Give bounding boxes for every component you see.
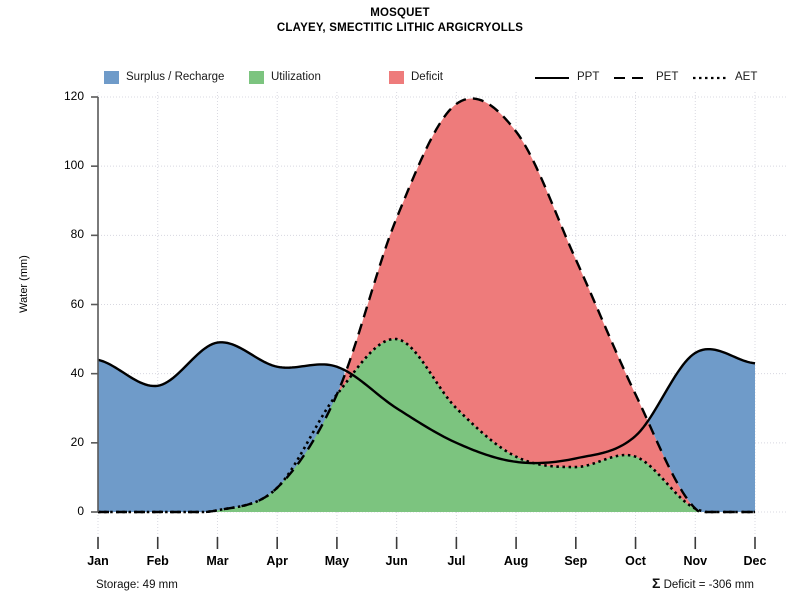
pet-dashed-line-icon <box>613 71 649 84</box>
x-tick-label-dec: Dec <box>743 554 767 568</box>
storage-annotation: Storage: 49 mm <box>96 579 178 591</box>
y-tick-label: 100 <box>63 158 84 173</box>
y-tick-label: 120 <box>63 89 84 103</box>
y-tick-label: 20 <box>70 434 84 449</box>
chart-title: MOSQUET CLAYEY, SMECTITIC LITHIC ARGICRY… <box>0 6 800 36</box>
chart-legend: Surplus / Recharge Utilization Deficit P… <box>0 68 800 88</box>
legend-item-utilization: Utilization <box>249 68 321 86</box>
legend-label-ppt: PPT <box>577 71 600 83</box>
deficit-band <box>339 98 693 508</box>
legend-label-utilization: Utilization <box>271 71 321 83</box>
legend-label-pet: PET <box>656 71 679 83</box>
x-tick-label-jan: Jan <box>87 554 109 568</box>
utilization-color-swatch <box>249 70 264 84</box>
x-tick-label-oct: Oct <box>625 554 646 568</box>
aet-curve <box>98 337 756 514</box>
y-tick-label: 80 <box>70 227 84 242</box>
sigma-icon: Σ <box>651 575 661 591</box>
surplus-color-swatch <box>104 70 119 84</box>
surplus-band <box>98 342 755 512</box>
x-tick-label-feb: Feb <box>146 554 169 568</box>
deficit-color-swatch <box>389 70 404 84</box>
legend-item-surplus: Surplus / Recharge <box>104 68 224 86</box>
utilization-band <box>98 338 755 512</box>
x-tick-label-jul: Jul <box>447 554 466 568</box>
x-tick-label-mar: Mar <box>206 554 229 568</box>
legend-label-deficit: Deficit <box>411 71 443 83</box>
y-tick-label: 60 <box>70 296 84 311</box>
legend-item-pet: PET <box>613 68 678 86</box>
pet-curve <box>98 97 755 514</box>
page-title: MOSQUET <box>370 7 430 19</box>
x-tick-label-sep: Sep <box>564 554 588 568</box>
y-tick-label: 0 <box>77 504 84 518</box>
legend-label-aet: AET <box>735 71 758 83</box>
x-tick-label-aug: Aug <box>503 554 529 568</box>
legend-item-ppt: PPT <box>534 68 599 86</box>
x-tick-label-may: May <box>324 554 350 568</box>
ppt-solid-line-icon <box>534 71 570 84</box>
x-tick-label-apr: Apr <box>266 554 288 568</box>
page-subtitle: CLAYEY, SMECTITIC LITHIC ARGICRYOLLS <box>276 22 524 34</box>
legend-item-deficit: Deficit <box>389 68 443 86</box>
ppt-curve <box>97 341 756 465</box>
deficit-sum-annotation: Σ Deficit = -306 mm <box>652 575 754 591</box>
y-tick-label: 40 <box>70 365 84 380</box>
legend-item-aet: AET <box>692 68 757 86</box>
x-tick-label-nov: Nov <box>683 554 708 568</box>
deficit-sum-text: Deficit = -306 mm <box>663 579 754 591</box>
x-tick-label-jun: Jun <box>385 554 408 568</box>
legend-label-surplus: Surplus / Recharge <box>126 71 225 83</box>
